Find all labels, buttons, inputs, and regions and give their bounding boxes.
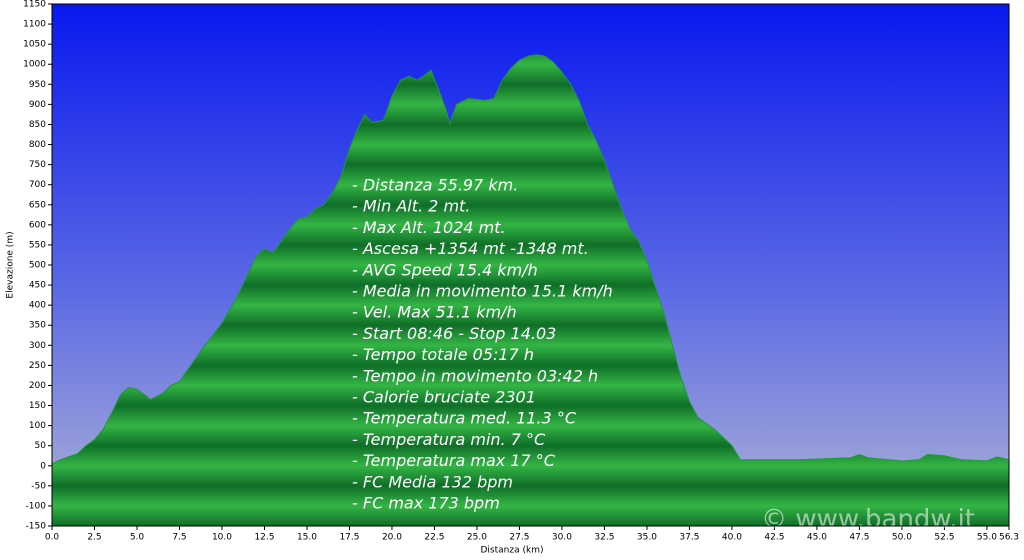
x-tick-label: 15.0: [297, 533, 317, 543]
x-axis-label: Distanza (km): [481, 546, 544, 556]
y-tick-label: 1150: [23, 0, 46, 10]
x-tick-label: 55.0: [977, 533, 997, 543]
y-tick-label: 950: [29, 80, 46, 90]
elevation-area: [51, 54, 1010, 527]
x-tick-label: 47.5: [849, 533, 869, 543]
y-tick-label: 700: [29, 180, 46, 190]
x-tick-label: 30.0: [552, 533, 572, 543]
x-tick-label: 0.0: [45, 533, 60, 543]
x-tick-label: 37.5: [679, 533, 699, 543]
y-tick-label: 800: [29, 140, 46, 150]
y-tick-label: 550: [29, 240, 46, 250]
x-tick-label: 35.0: [637, 533, 657, 543]
y-tick-label: 600: [29, 220, 46, 230]
y-tick-label: -150: [26, 522, 47, 532]
y-tick-label: 250: [29, 361, 46, 371]
stats-line: - Vel. Max 51.1 km/h: [352, 303, 517, 322]
x-tick-label: 7.5: [172, 533, 186, 543]
stats-line: - FC Media 132 bpm: [352, 472, 513, 491]
y-tick-label: 0: [40, 461, 46, 471]
y-tick-label: -100: [26, 501, 47, 511]
x-tick-label: 52.5: [934, 533, 954, 543]
stats-line: - Min Alt. 2 mt.: [352, 197, 470, 216]
x-tick-label: 45.0: [807, 533, 827, 543]
x-tick-label: 25.0: [467, 533, 487, 543]
y-tick-label: -50: [31, 481, 46, 491]
y-tick-label: 350: [29, 321, 46, 331]
x-tick-label: 40.0: [722, 533, 742, 543]
stats-line: - Temperatura max 17 °C: [352, 451, 556, 470]
x-tick-label: 2.5: [87, 533, 101, 543]
stats-line: - Start 08:46 - Stop 14.03: [352, 324, 556, 343]
x-tick-label: 10.0: [212, 533, 232, 543]
y-tick-label: 300: [29, 341, 46, 351]
y-tick-label: 750: [29, 160, 46, 170]
stats-line: - Media in movimento 15.1 km/h: [352, 282, 613, 301]
y-tick-label: 450: [29, 281, 46, 291]
stats-line: - Tempo totale 05:17 h: [352, 345, 534, 364]
x-tick-label: 32.5: [594, 533, 614, 543]
stats-line: - Temperatura med. 11.3 °C: [352, 409, 577, 428]
stats-line: - AVG Speed 15.4 km/h: [352, 260, 538, 279]
x-tick-label: 27.5: [509, 533, 529, 543]
stats-line: - FC max 173 bpm: [352, 494, 500, 513]
x-tick-label: 42.5: [764, 533, 784, 543]
y-tick-label: 1100: [23, 20, 46, 30]
y-tick-label: 150: [29, 401, 46, 411]
y-tick-label: 100: [29, 421, 46, 431]
plot-frame: [51, 3, 1010, 527]
x-tick-label: 56.3: [999, 533, 1019, 543]
stats-line: - Ascesa +1354 mt -1348 mt.: [352, 239, 589, 258]
y-tick-label: 200: [29, 381, 46, 391]
y-tick-label: 850: [29, 120, 46, 130]
y-axis-label: Elevazione (m): [6, 231, 16, 298]
watermark: © www.bandw.it: [761, 505, 975, 535]
y-tick-label: 650: [29, 200, 46, 210]
stats-line: - Distanza 55.97 km.: [352, 176, 518, 195]
x-tick-label: 5.0: [130, 533, 145, 543]
y-tick-label: 1000: [23, 60, 46, 70]
x-tick-label: 22.5: [424, 533, 444, 543]
stats-line: - Max Alt. 1024 mt.: [352, 218, 506, 237]
x-tick-label: 50.0: [892, 533, 912, 543]
y-tick-label: 500: [29, 261, 46, 271]
y-tick-label: 400: [29, 301, 46, 311]
stats-line: - Temperatura min. 7 °C: [352, 430, 546, 449]
y-tick-label: 50: [35, 441, 47, 451]
stats-line: - Tempo in movimento 03:42 h: [352, 366, 598, 385]
y-tick-label: 1050: [23, 40, 46, 50]
x-tick-label: 17.5: [339, 533, 359, 543]
x-tick-label: 12.5: [254, 533, 274, 543]
x-tick-label: 20.0: [382, 533, 402, 543]
y-tick-label: 900: [29, 100, 46, 110]
stats-line: - Calorie bruciate 2301: [352, 388, 536, 407]
